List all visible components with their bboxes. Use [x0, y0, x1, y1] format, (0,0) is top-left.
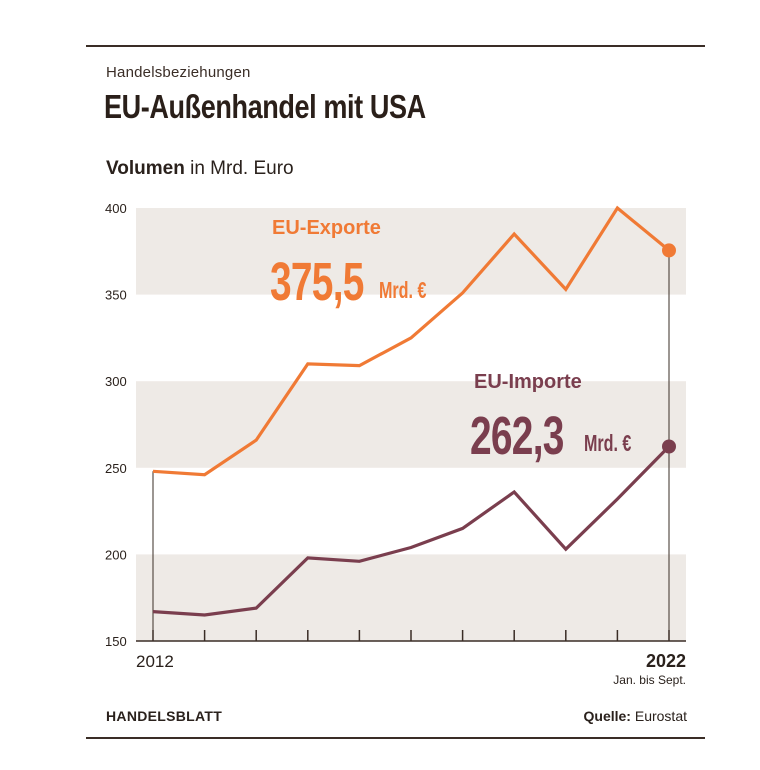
- x-tick-label-first: 2012: [136, 652, 174, 671]
- y-tick-label-200: 200: [105, 547, 127, 562]
- y-tick-label-350: 350: [105, 288, 127, 303]
- series-end-unit-exports: Mrd. €: [379, 278, 426, 303]
- series-name-imports: EU-Importe: [474, 371, 582, 393]
- grid-band-250-300: [136, 381, 686, 468]
- kicker: Handelsbeziehungen: [106, 64, 251, 81]
- x-axis: 2012 2022 Jan. bis Sept.: [136, 630, 686, 687]
- series-lines: [152, 205, 671, 617]
- y-tick-label-150: 150: [105, 634, 127, 649]
- top-rule: [86, 45, 705, 47]
- series-line-exports: [152, 205, 671, 477]
- bottom-rule: [86, 737, 705, 739]
- y-axis-ticks: 150 200 250 300 350 400: [105, 201, 127, 649]
- line-chart: 150 200 250 300 350 400 2012 2022 Jan. bis Sept…: [105, 201, 686, 687]
- grid-band-150-200: [136, 554, 686, 641]
- series-name-exports: EU-Exporte: [272, 217, 381, 239]
- series-end-unit-imports: Mrd. €: [584, 431, 631, 456]
- y-tick-label-250: 250: [105, 461, 127, 476]
- series-end-value-exports: 375,5: [270, 251, 364, 312]
- grid-band-350-400: [136, 208, 686, 295]
- chart-subtitle: Volumen in Mrd. Euro: [106, 158, 294, 180]
- x-tick-label-last: 2022: [646, 651, 686, 671]
- publisher-brand: HANDELSBLATT: [106, 708, 223, 724]
- subtitle-unit: in Mrd. Euro: [184, 158, 294, 179]
- end-marker-imports: [662, 439, 676, 454]
- end-markers: [662, 243, 676, 454]
- grid-bands: [136, 208, 686, 641]
- x-tick-label-last-note: Jan. bis Sept.: [613, 673, 686, 687]
- source-label: Quelle:: [583, 708, 631, 724]
- y-tick-label-300: 300: [105, 374, 127, 389]
- chart-title: EU-Außenhandel mit USA: [104, 88, 426, 125]
- source-note: Quelle: Eurostat: [584, 708, 688, 724]
- series-labels: EU-Exporte 375,5 Mrd. € EU-Importe 262,3 Mrd.…: [270, 217, 631, 465]
- series-end-value-imports: 262,3: [470, 405, 564, 466]
- end-marker-exports: [662, 243, 676, 258]
- y-tick-label-400: 400: [105, 201, 127, 216]
- subtitle-bold: Volumen: [106, 158, 185, 179]
- series-line-imports: [152, 445, 671, 617]
- source-value: Eurostat: [630, 708, 687, 724]
